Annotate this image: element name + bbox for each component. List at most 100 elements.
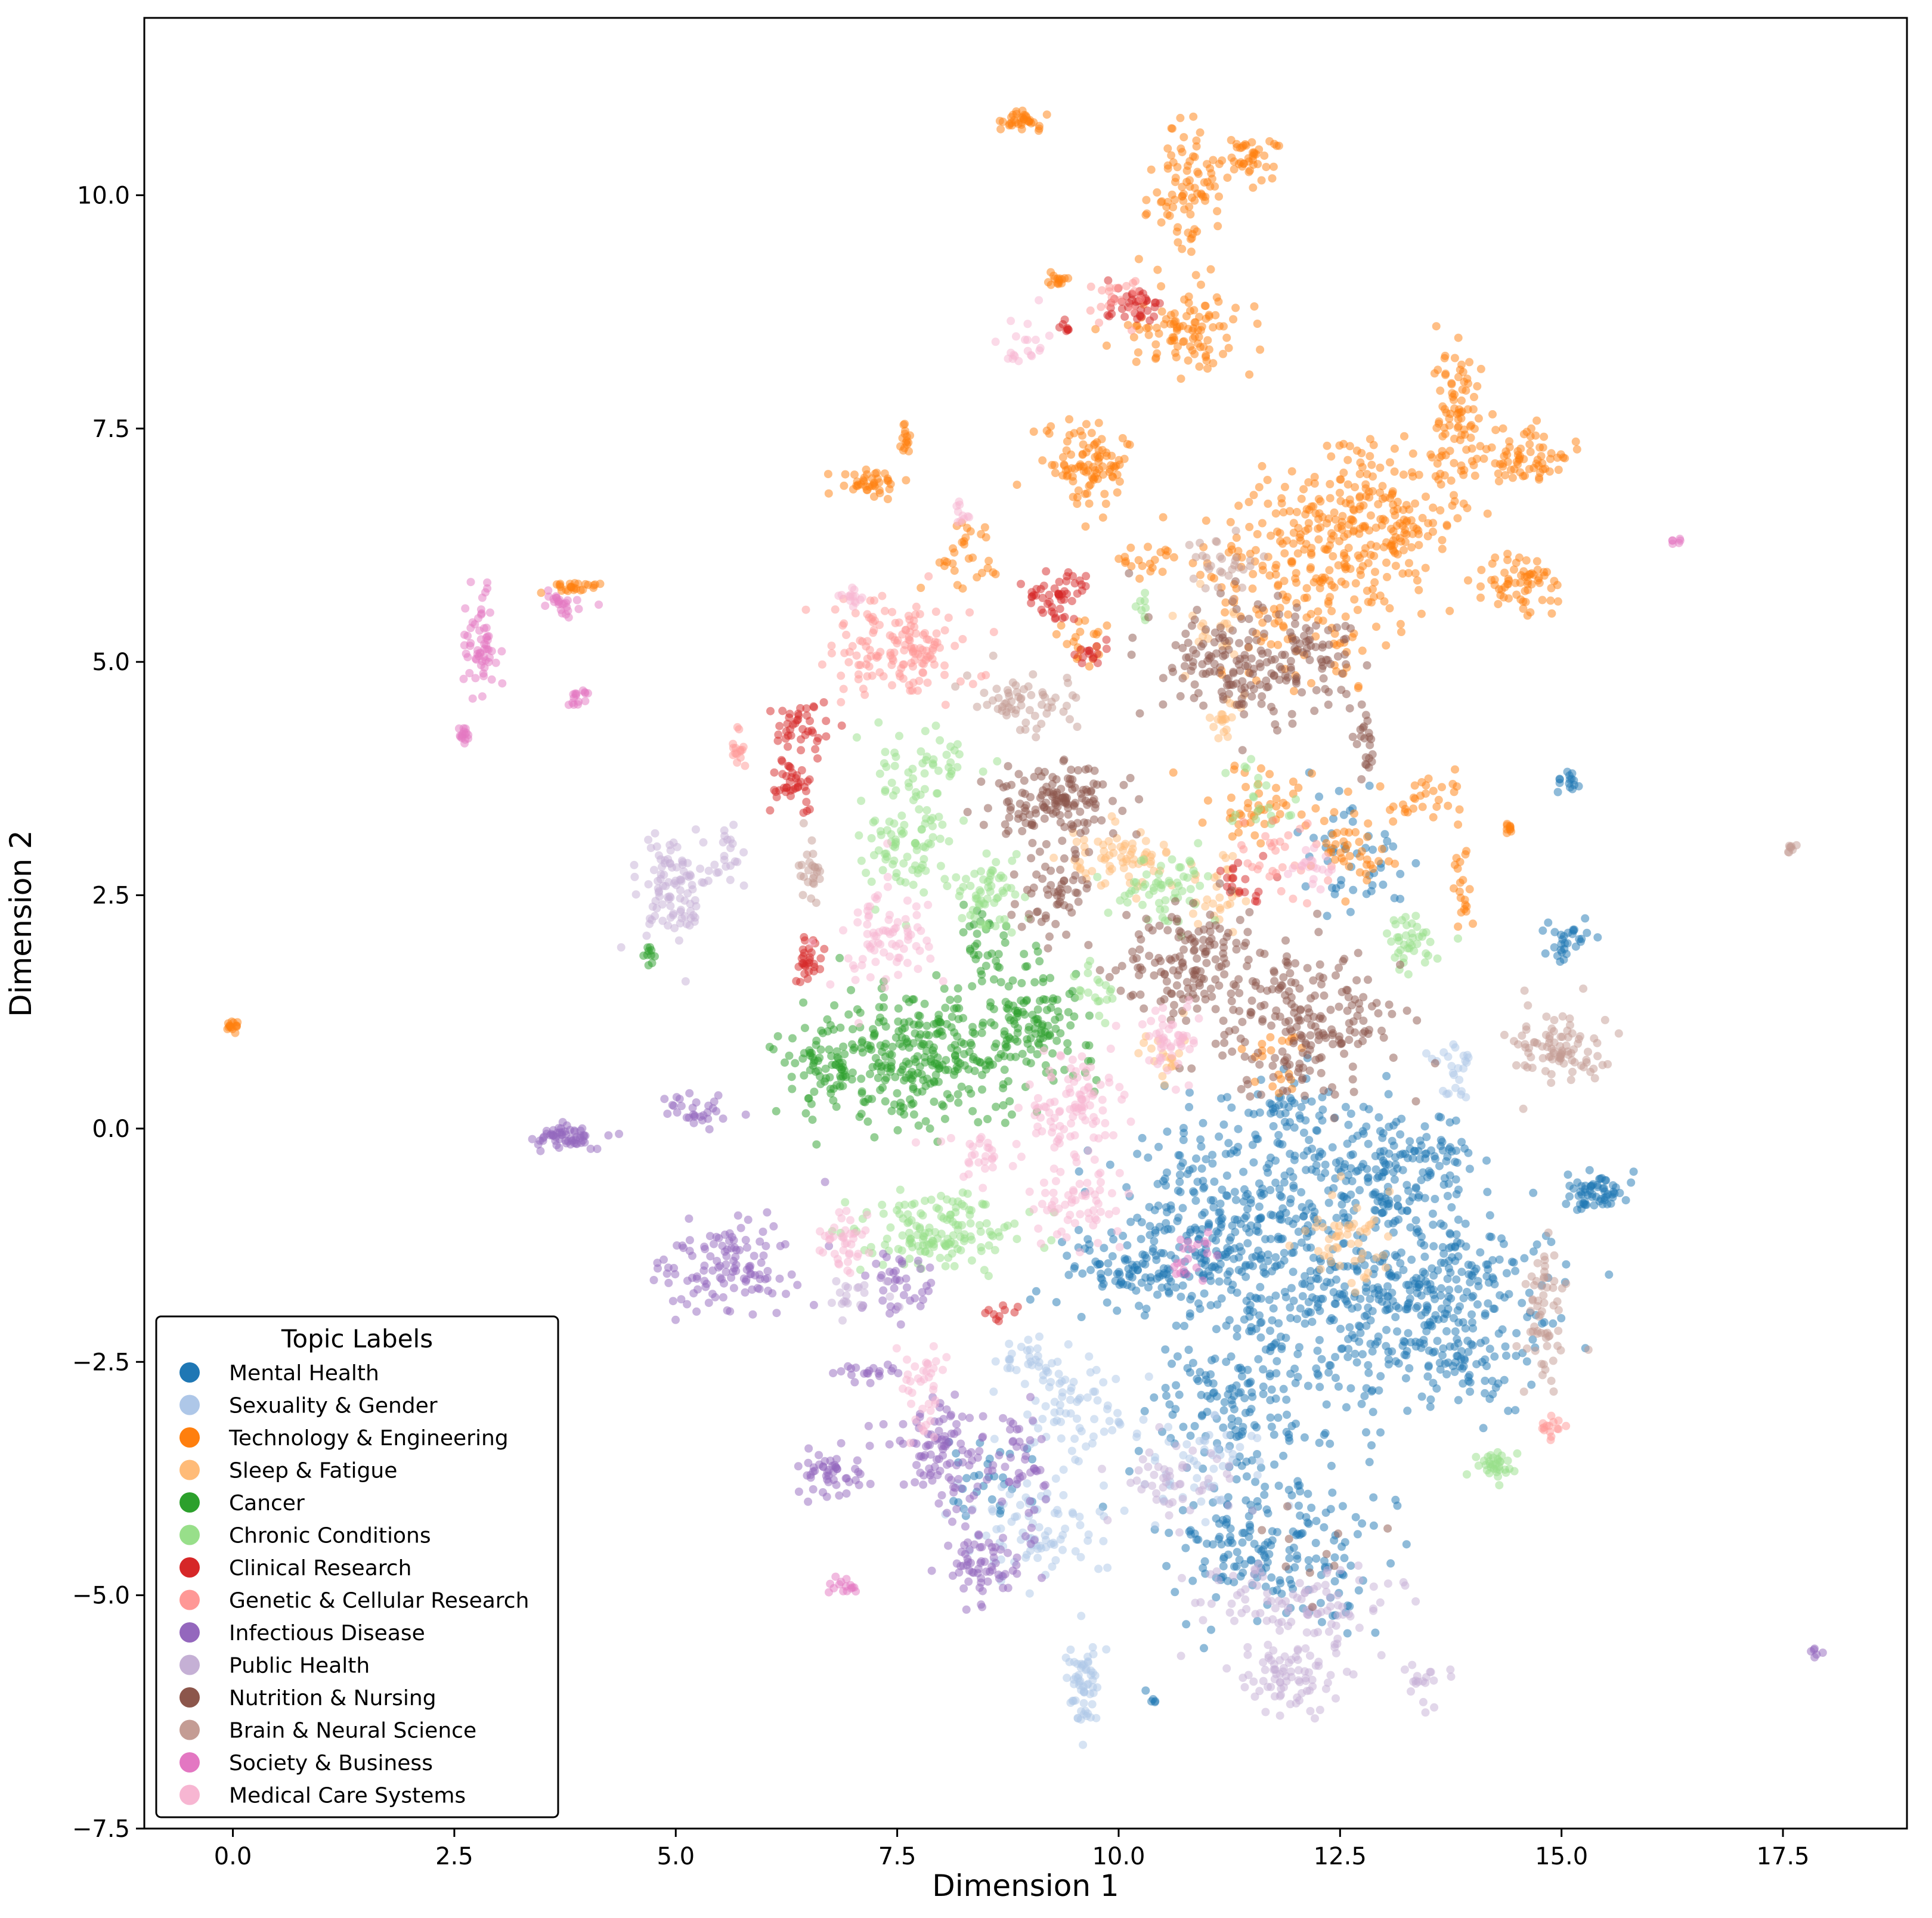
scatter-point bbox=[1095, 1260, 1104, 1269]
scatter-point bbox=[1474, 1461, 1483, 1470]
scatter-point bbox=[1487, 1232, 1496, 1241]
scatter-point bbox=[885, 817, 894, 826]
scatter-point bbox=[1417, 1238, 1425, 1247]
scatter-point bbox=[1366, 540, 1375, 549]
scatter-point bbox=[1005, 1097, 1014, 1106]
scatter-point bbox=[1565, 1192, 1574, 1201]
scatter-point bbox=[1417, 1141, 1426, 1150]
scatter-point bbox=[1378, 494, 1387, 503]
scatter-point bbox=[998, 1473, 1007, 1482]
scatter-point bbox=[1401, 1149, 1410, 1158]
scatter-point bbox=[1151, 1228, 1160, 1237]
scatter-point bbox=[1376, 1372, 1385, 1381]
scatter-point bbox=[1340, 1282, 1349, 1291]
scatter-point bbox=[962, 1474, 971, 1483]
scatter-point bbox=[974, 1118, 983, 1127]
scatter-point bbox=[1230, 1146, 1239, 1155]
scatter-point bbox=[837, 671, 846, 680]
scatter-point bbox=[1234, 501, 1243, 510]
scatter-point bbox=[1197, 280, 1205, 289]
scatter-point bbox=[1407, 468, 1416, 477]
scatter-point bbox=[996, 978, 1005, 987]
scatter-point bbox=[1034, 1424, 1042, 1433]
scatter-point bbox=[1225, 1236, 1234, 1245]
scatter-point bbox=[1292, 578, 1301, 587]
scatter-point bbox=[1145, 1203, 1154, 1211]
scatter-point bbox=[952, 873, 961, 882]
scatter-point bbox=[1369, 1521, 1378, 1530]
scatter-point bbox=[1258, 519, 1267, 528]
scatter-point bbox=[1197, 1164, 1206, 1173]
scatter-point bbox=[1099, 1378, 1108, 1387]
scatter-point bbox=[1335, 1222, 1344, 1231]
scatter-point bbox=[1037, 605, 1046, 614]
scatter-point bbox=[1227, 1421, 1236, 1430]
scatter-point bbox=[1249, 569, 1258, 578]
scatter-point bbox=[1180, 1322, 1188, 1330]
scatter-point bbox=[880, 469, 889, 478]
scatter-point bbox=[881, 1240, 890, 1249]
scatter-point bbox=[859, 684, 868, 693]
scatter-point bbox=[1532, 416, 1541, 425]
scatter-point bbox=[1166, 1277, 1175, 1286]
scatter-point bbox=[1585, 1166, 1594, 1175]
scatter-point bbox=[1296, 536, 1305, 545]
scatter-point bbox=[1073, 1398, 1082, 1406]
scatter-point bbox=[1343, 787, 1352, 796]
scatter-point bbox=[1196, 1230, 1205, 1239]
scatter-point bbox=[1266, 1186, 1275, 1194]
scatter-point bbox=[1159, 513, 1168, 522]
scatter-point bbox=[1158, 568, 1167, 577]
scatter-point bbox=[1134, 255, 1143, 264]
scatter-point bbox=[1246, 1377, 1255, 1386]
scatter-point bbox=[1223, 1093, 1231, 1102]
scatter-point bbox=[1039, 1371, 1048, 1380]
scatter-point bbox=[1485, 1344, 1494, 1353]
scatter-point bbox=[1304, 1489, 1312, 1498]
scatter-point bbox=[989, 1232, 998, 1241]
scatter-point bbox=[1284, 1430, 1293, 1439]
scatter-point bbox=[1041, 1364, 1050, 1372]
scatter-point bbox=[1535, 443, 1544, 452]
scatter-point bbox=[1391, 562, 1400, 571]
scatter-point bbox=[1420, 958, 1429, 967]
scatter-point bbox=[1428, 1209, 1437, 1218]
scatter-point bbox=[1173, 878, 1182, 887]
scatter-point bbox=[1163, 1208, 1171, 1217]
scatter-point bbox=[993, 757, 1002, 766]
scatter-point bbox=[1417, 609, 1426, 618]
scatter-point bbox=[938, 1031, 947, 1040]
scatter-point bbox=[1082, 468, 1091, 477]
scatter-point bbox=[1088, 1439, 1097, 1448]
scatter-point bbox=[1203, 895, 1212, 904]
scatter-point bbox=[1335, 441, 1344, 450]
scatter-point bbox=[1476, 442, 1485, 451]
scatter-point bbox=[1153, 1290, 1162, 1299]
scatter-point bbox=[1194, 326, 1203, 334]
scatter-point bbox=[912, 602, 921, 611]
scatter-point bbox=[1384, 1347, 1393, 1356]
scatter-point bbox=[1363, 1174, 1372, 1183]
scatter-point bbox=[1230, 765, 1239, 774]
scatter-point bbox=[1124, 1265, 1133, 1273]
scatter-point bbox=[1072, 1672, 1080, 1681]
scatter-point bbox=[1108, 1426, 1117, 1434]
scatter-point bbox=[1157, 884, 1166, 893]
scatter-point bbox=[1254, 1246, 1263, 1255]
scatter-point bbox=[1358, 1249, 1367, 1258]
scatter-point bbox=[1106, 862, 1114, 870]
scatter-point bbox=[1275, 1576, 1284, 1585]
scatter-point bbox=[899, 1104, 908, 1112]
scatter-point bbox=[1324, 1368, 1333, 1377]
scatter-point bbox=[996, 871, 1005, 880]
scatter-point bbox=[1175, 1390, 1184, 1399]
scatter-point bbox=[1249, 1110, 1258, 1118]
scatter-point bbox=[915, 1062, 924, 1071]
scatter-point bbox=[1544, 918, 1553, 927]
scatter-point bbox=[837, 721, 846, 730]
scatter-point bbox=[1219, 1406, 1228, 1415]
scatter-point bbox=[1093, 873, 1102, 881]
scatter-point bbox=[1335, 488, 1344, 497]
scatter-point bbox=[1553, 952, 1562, 960]
scatter-point bbox=[1452, 1275, 1461, 1284]
